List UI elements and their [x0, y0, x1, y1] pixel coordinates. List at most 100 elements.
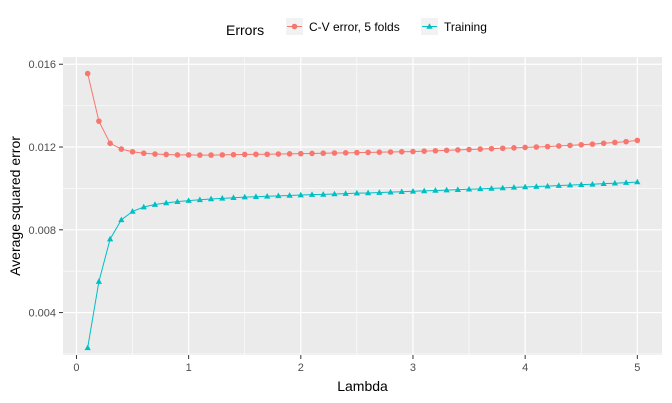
training-series: [84, 178, 641, 351]
cv-error-point: [208, 152, 214, 158]
cv-error-point: [342, 150, 349, 156]
series-layer: [84, 70, 641, 351]
cv-error-point: [634, 137, 641, 144]
training-point: [264, 192, 271, 199]
training-point: [454, 186, 461, 192]
training-point: [185, 197, 192, 203]
training-point: [634, 178, 641, 185]
training-point: [230, 194, 237, 201]
x-axis-title: Lambda: [337, 378, 388, 394]
cv-error-point: [275, 151, 282, 157]
y-axis: 0.004 0.008 0.012 0.016: [28, 59, 63, 320]
training-point: [622, 179, 630, 185]
training-point: [84, 344, 91, 351]
training-point: [477, 185, 484, 192]
cv-error-point: [466, 146, 472, 153]
cv-error-point: [477, 146, 484, 152]
training-point: [376, 189, 383, 195]
training-point: [95, 278, 103, 284]
x-tick-label: 2: [298, 362, 304, 374]
legend-label: Training: [444, 20, 487, 34]
cv-error-point: [84, 70, 91, 77]
y-tick-label: 0.004: [28, 308, 56, 320]
cv-error-point: [264, 151, 270, 158]
training-point: [589, 180, 596, 187]
cv-error-point: [163, 151, 169, 158]
training-point: [275, 192, 282, 199]
training-point: [174, 198, 181, 204]
cv-error-point: [544, 143, 551, 150]
cv-error-point: [410, 148, 416, 155]
cv-error-point: [241, 151, 248, 158]
training-point: [600, 180, 607, 186]
cv-error-point: [365, 149, 371, 156]
grid-minor: [63, 57, 662, 355]
cv-error-point: [298, 150, 304, 157]
training-point: [140, 203, 147, 210]
cv-error-point: [578, 141, 585, 148]
plot-panel: [63, 57, 662, 355]
training-point: [465, 185, 473, 192]
training-point: [578, 181, 585, 187]
legend-label: C-V error, 5 folds: [309, 20, 400, 34]
training-point: [510, 184, 518, 190]
training-point: [297, 191, 304, 198]
training-point: [566, 181, 574, 188]
training-point: [398, 188, 405, 195]
cv-error-point: [286, 151, 293, 157]
x-tick-label: 1: [186, 362, 192, 374]
training-point: [488, 185, 495, 191]
cv-error-point: [533, 144, 540, 150]
cv-error-point: [320, 150, 327, 157]
cv-error-point: [567, 142, 573, 149]
training-point: [320, 191, 327, 197]
training-point: [387, 188, 394, 195]
y-axis-title: Average squared error: [7, 136, 23, 276]
x-axis: 0 1 2 3 4 5: [73, 355, 640, 374]
training-point: [241, 193, 248, 200]
cv-error-point: [331, 150, 338, 156]
cv-error-point: [107, 140, 113, 147]
training-point: [353, 189, 361, 196]
cv-error-point: [129, 148, 136, 155]
cv-error-point: [455, 147, 461, 153]
cv-error-point: [398, 148, 405, 155]
x-tick-label: 0: [73, 362, 79, 374]
training-point: [409, 188, 417, 194]
training-point: [364, 189, 372, 196]
cv-error-point: [499, 145, 506, 152]
cv-error-point: [600, 140, 607, 147]
cv-error-point: [219, 152, 226, 158]
cv-error-point: [309, 150, 315, 157]
x-tick-label: 5: [634, 362, 640, 374]
cv-error-point: [443, 147, 450, 154]
training-point: [342, 190, 349, 196]
cv-error-point: [96, 118, 102, 124]
training-point: [207, 195, 215, 202]
training-point: [533, 183, 540, 189]
legend: Errors C-V error, 5 folds Training: [226, 18, 487, 38]
cv-error-point: [197, 152, 203, 158]
training-point: [522, 183, 529, 190]
cv-error-series: [84, 70, 641, 158]
training-point: [555, 182, 562, 188]
cv-error-point: [253, 151, 259, 158]
legend-item-cv-error: C-V error, 5 folds: [286, 18, 400, 35]
cv-error-point: [623, 138, 629, 145]
legend-key-marker: [426, 23, 433, 29]
legend-item-training: Training: [421, 18, 487, 35]
cv-error-point: [421, 148, 427, 154]
training-point: [611, 179, 619, 186]
training-point: [286, 192, 293, 198]
legend-entries: C-V error, 5 folds Training: [286, 18, 487, 35]
training-point: [252, 193, 260, 199]
training-point: [308, 191, 316, 197]
training-point: [106, 235, 114, 242]
training-point: [219, 195, 226, 201]
cv-error-point: [511, 145, 517, 151]
cv-error-point: [174, 152, 181, 158]
cv-error-point: [432, 147, 439, 154]
grid-major: [63, 57, 662, 355]
y-tick-label: 0.016: [28, 59, 56, 71]
cv-error-point: [118, 146, 125, 152]
